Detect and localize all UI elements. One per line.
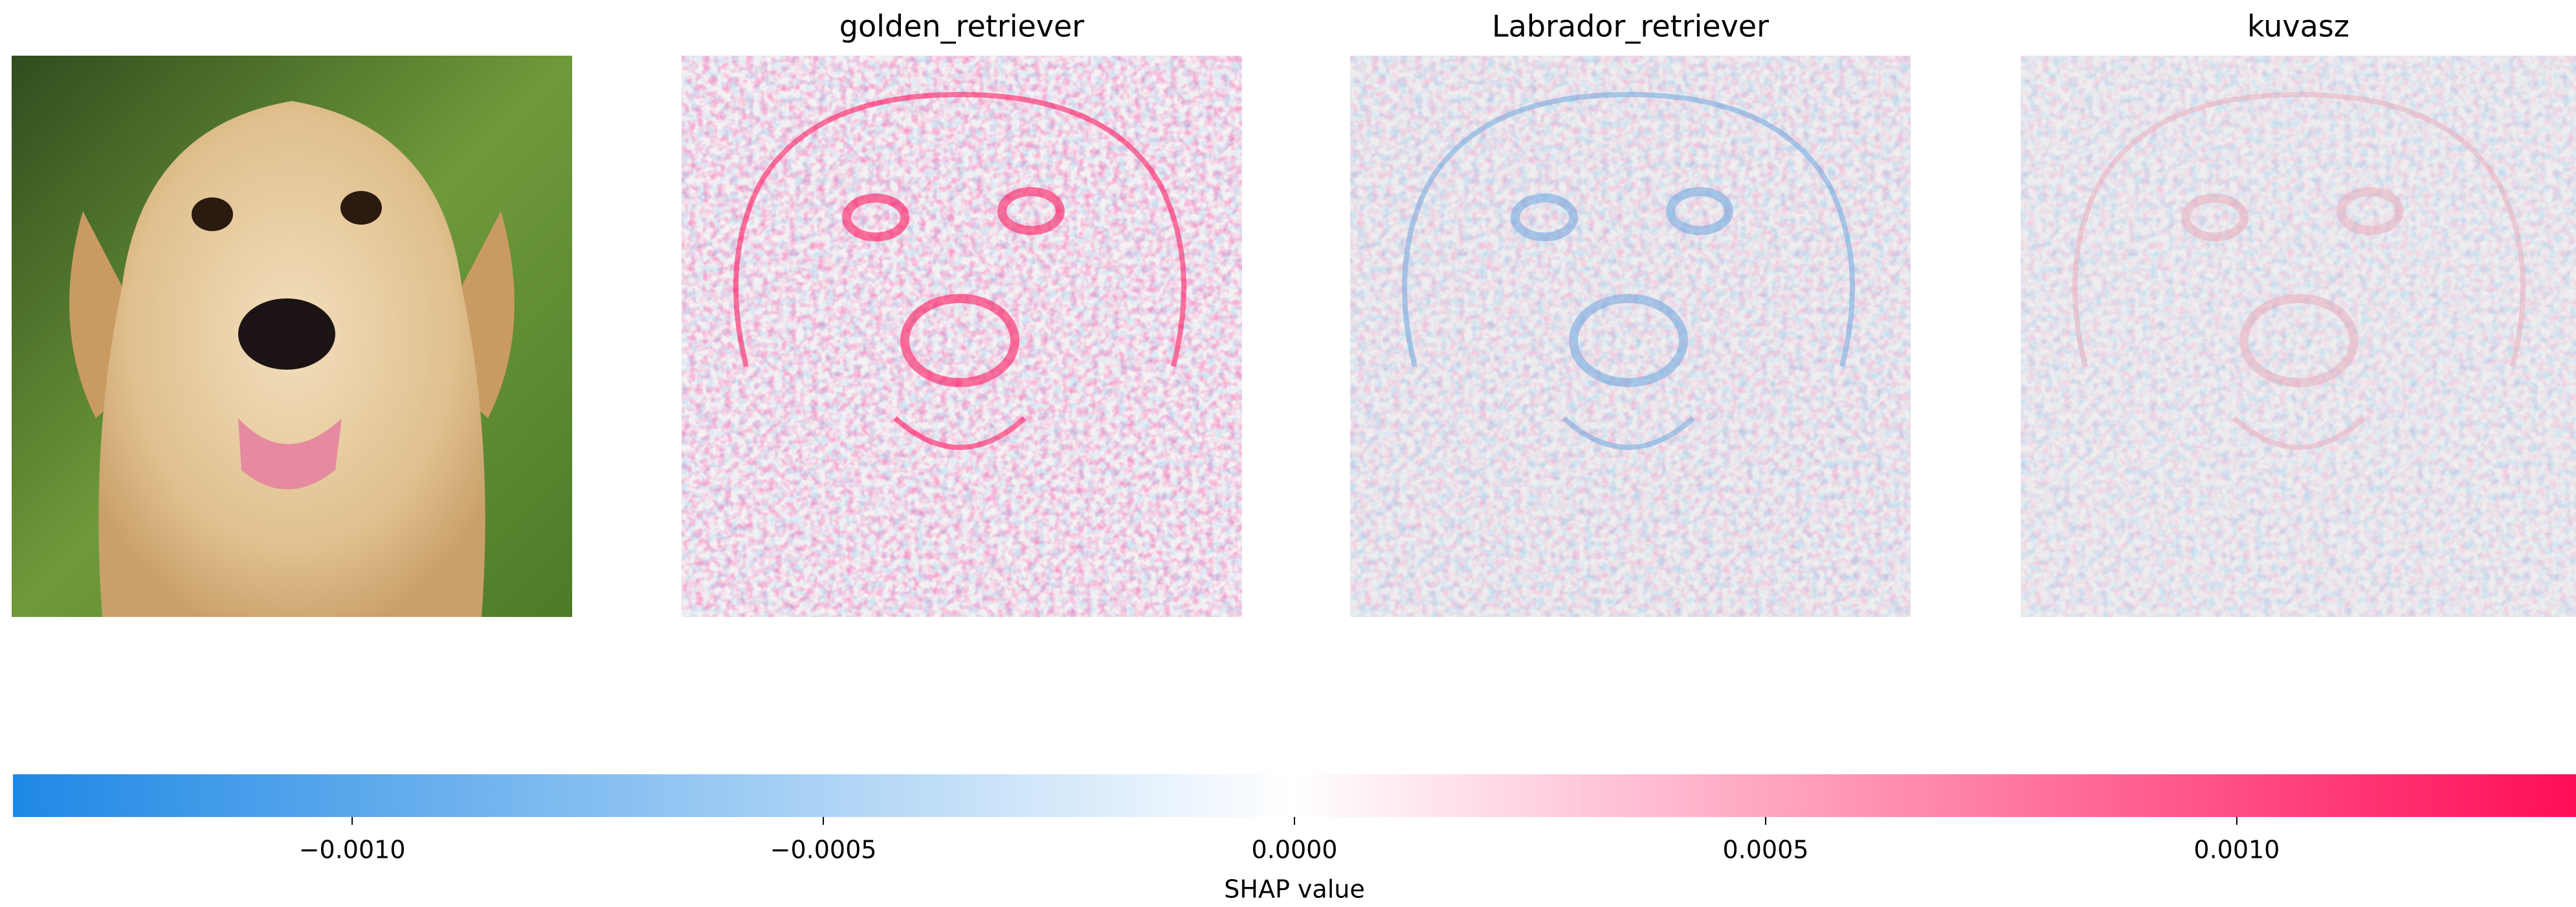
input-image (12, 56, 572, 617)
tick-label: −0.0005 (770, 836, 877, 864)
panel-title: Labrador_retriever (1492, 9, 1769, 44)
tick-label: −0.0010 (299, 836, 406, 864)
shap-panel (682, 56, 1242, 617)
tick-label: 0.0005 (1722, 836, 1808, 864)
panel-title: golden_retriever (839, 9, 1085, 44)
shap-panel (2021, 56, 2576, 617)
colorbar (13, 774, 2576, 817)
panel-title: kuvasz (2247, 9, 2349, 44)
shap-panel (1350, 56, 1911, 617)
tick-label: 0.0000 (1252, 836, 1338, 864)
colorbar-label: SHAP value (1224, 875, 1364, 904)
tick-label: 0.0010 (2193, 836, 2280, 864)
